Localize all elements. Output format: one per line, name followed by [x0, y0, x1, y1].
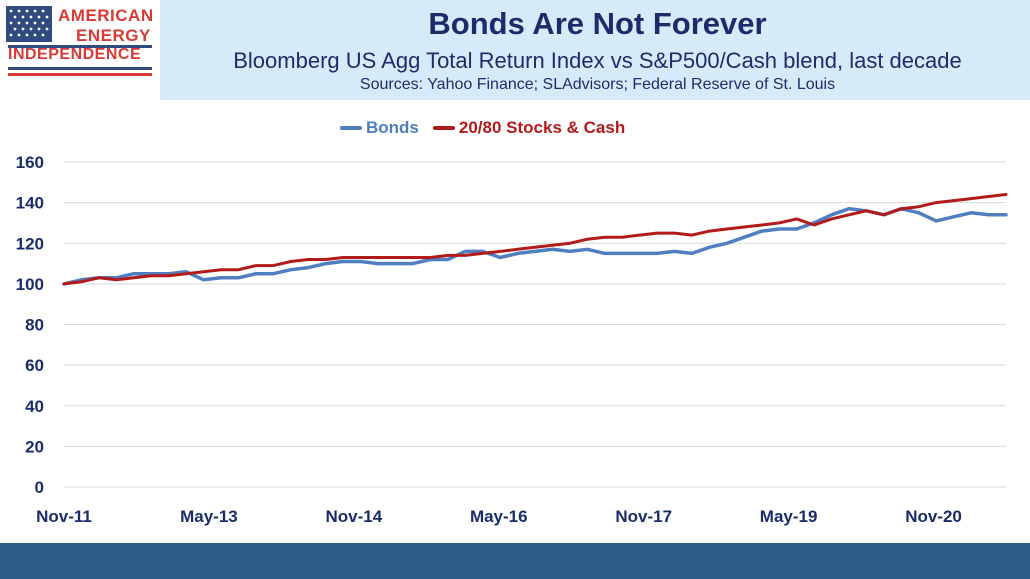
series-line-stocks-cash — [62, 193, 1008, 286]
y-tick-label: 100 — [16, 275, 44, 294]
y-tick-label: 120 — [16, 234, 44, 253]
logo-divider — [8, 45, 152, 48]
legend-swatch-bonds — [340, 126, 362, 130]
page-title: Bonds Are Not Forever — [428, 6, 767, 41]
page-subtitle: Bloomberg US Agg Total Return Index vs S… — [233, 48, 962, 73]
x-tick-label: May-13 — [180, 507, 238, 526]
y-axis-ticks: 0 20 40 60 80 100 120 140 160 — [16, 153, 44, 497]
x-tick-label: May-16 — [470, 507, 528, 526]
x-tick-label: Nov-11 — [36, 507, 92, 526]
legend-item-bonds: Bonds — [340, 118, 419, 138]
logo-text-energy: ENERGY — [76, 26, 151, 45]
header-band — [0, 0, 1030, 100]
series-lines — [62, 193, 1008, 286]
x-tick-label: Nov-20 — [905, 507, 962, 526]
gridlines — [64, 161, 1006, 488]
line-chart: 0 20 40 60 80 100 120 140 160 Nov-11 May-13 Nov-14… — [16, 153, 1008, 526]
legend-swatch-stocks-cash — [432, 126, 455, 130]
logo-divider — [8, 73, 152, 76]
legend-item-stocks-cash: 20/80 Stocks & Cash — [432, 118, 626, 138]
y-tick-label: 140 — [16, 194, 44, 213]
chart-legend: Bonds 20/80 Stocks & Cash — [340, 118, 639, 138]
y-tick-label: 20 — [25, 437, 44, 456]
logo-divider — [8, 67, 152, 70]
x-tick-label: Nov-17 — [615, 507, 672, 526]
y-tick-label: 40 — [25, 397, 44, 416]
us-flag-icon — [6, 6, 52, 42]
x-tick-label: May-19 — [760, 507, 818, 526]
legend-label-bonds: Bonds — [366, 118, 419, 137]
y-tick-label: 60 — [25, 356, 44, 375]
y-tick-label: 0 — [35, 478, 44, 497]
y-tick-label: 80 — [25, 316, 44, 335]
sources-note: Sources: Yahoo Finance; SLAdvisors; Fede… — [359, 76, 836, 93]
series-line-bonds — [62, 206, 1008, 286]
legend-label-stocks-cash: 20/80 Stocks & Cash — [458, 118, 626, 137]
logo: AMERICAN ENERGY INDEPENDENCE — [0, 0, 160, 100]
y-tick-label: 160 — [16, 153, 44, 172]
x-tick-label: Nov-14 — [326, 507, 383, 526]
logo-text-american: AMERICAN — [58, 6, 154, 25]
x-axis-ticks: Nov-11 May-13 Nov-14 May-16 Nov-17 May-19 Nov-… — [36, 507, 962, 526]
logo-text-independence: INDEPENDENCE — [8, 46, 142, 63]
footer-band — [0, 543, 1030, 579]
